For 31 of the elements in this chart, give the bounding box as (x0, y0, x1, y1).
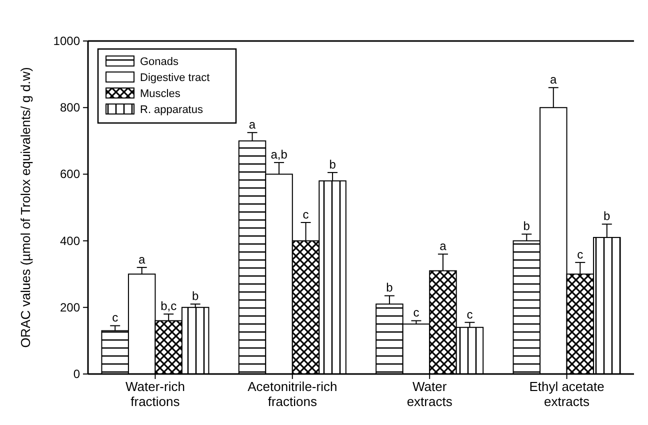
annotation: b (523, 219, 530, 234)
annotation: a (550, 72, 558, 87)
annotation: a,b (270, 148, 288, 162)
legend-label: Gonads (140, 56, 180, 68)
annotation: c (577, 247, 584, 262)
legend-label: Digestive tract (140, 72, 210, 84)
annotation: b (329, 158, 336, 172)
x-tick-label: Water-rich fractions (125, 379, 185, 409)
x-tick-label: Ethyl acetate extracts (529, 379, 604, 409)
y-tick-label: 1000 (53, 34, 80, 48)
y-axis-title: ORAC values (µmol of Trolox equivalents/ g d.w) (18, 67, 33, 348)
annotation: c (413, 306, 420, 320)
annotation: b (192, 289, 200, 304)
annotation: a (138, 252, 146, 266)
y-tick-label: 0 (73, 367, 80, 381)
annotation: b,c (160, 299, 177, 314)
x-tick-label: Acetonitrile-rich fractions (248, 379, 338, 409)
legend-label: R. apparatus (140, 104, 204, 116)
annotation: c (302, 207, 309, 222)
annotation: a (440, 239, 447, 254)
y-tick-label: 400 (60, 234, 80, 248)
y-tick-label: 800 (60, 100, 80, 115)
annotation: a (248, 118, 256, 132)
legend-label: Muscles (140, 88, 181, 100)
annotation: c (112, 310, 118, 325)
annotation: c (466, 307, 473, 322)
y-tick-label: 600 (60, 167, 80, 182)
annotation: b (386, 280, 394, 295)
y-tick-label: 200 (60, 300, 80, 314)
x-tick-label: Water extracts (406, 379, 453, 409)
annotation: b (604, 209, 611, 224)
